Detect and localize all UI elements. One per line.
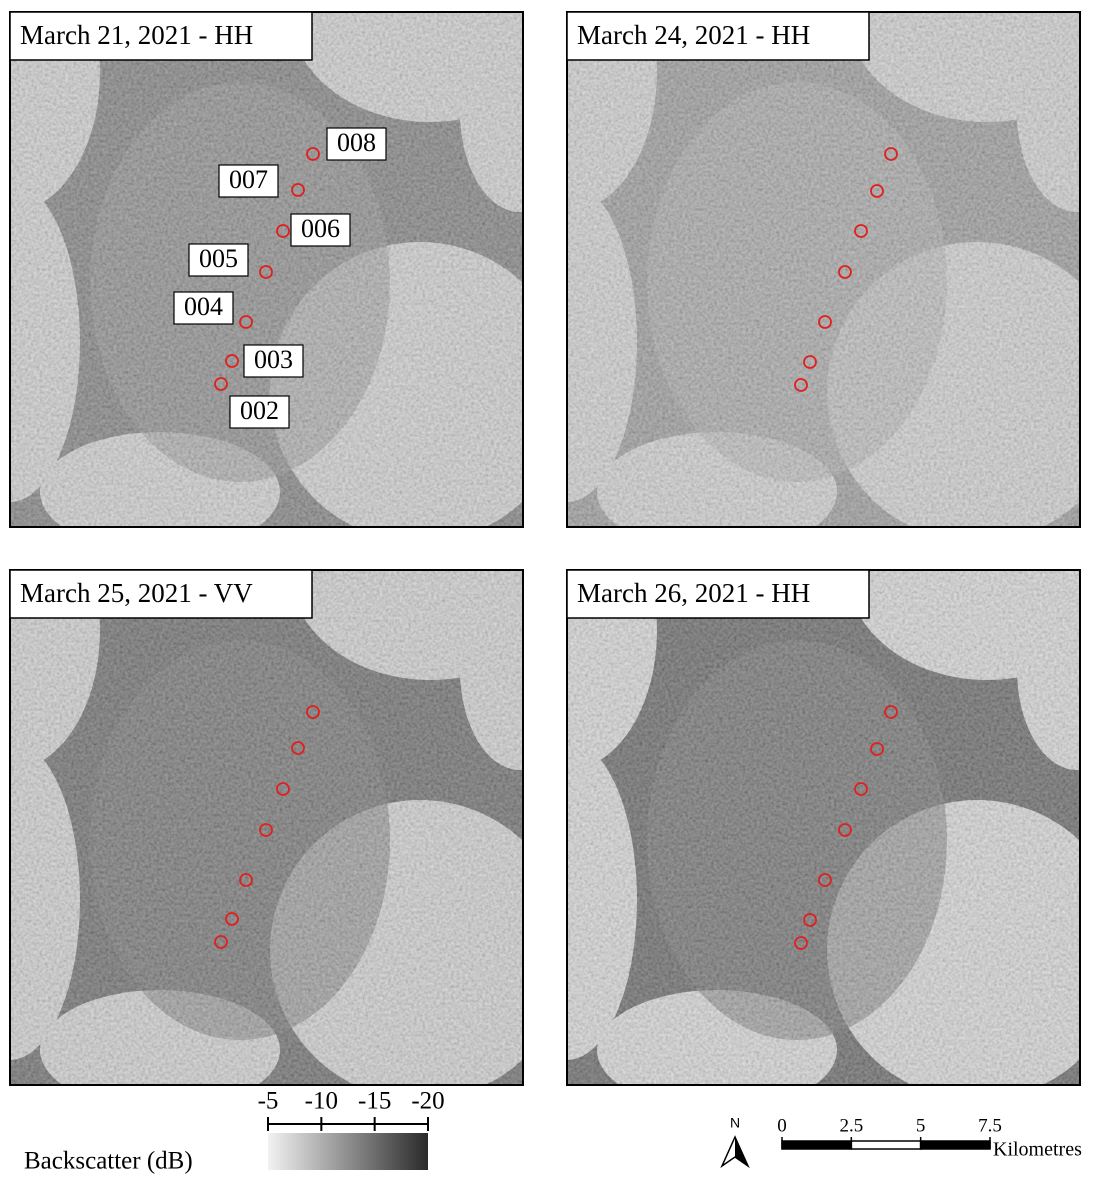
speckle [567,570,1080,1085]
site-label: 005 [199,244,238,273]
site-marker [870,184,884,198]
site-marker [276,224,290,238]
site-marker [818,873,832,887]
site-marker [838,823,852,837]
site-marker [854,224,868,238]
color-bar-tick-label: -10 [305,1088,338,1115]
title-box [566,569,870,619]
north-label: N [730,1115,740,1131]
scale-segment [781,1140,853,1150]
site-marker [291,183,305,197]
site-label-box [229,395,290,429]
title-box [566,11,870,61]
site-marker [838,265,852,279]
scale-and-north: N Kilometres 0 2.5 5 7.5 [720,1115,1082,1169]
title-box [9,569,313,619]
legend-label: Backscatter (dB) [24,1148,193,1175]
color-bar-tick-label: -20 [411,1088,444,1115]
panel-title: March 26, 2021 - HH [577,578,810,608]
site-marker [214,377,228,391]
site-label: 008 [337,128,376,157]
map-panel: March 24, 2021 - HH [566,11,1081,528]
scale-tick-label: 2.5 [839,1115,863,1136]
color-bar-tick-label: -15 [358,1088,391,1115]
scale-tick-label: 5 [916,1115,926,1136]
panel-title: March 21, 2021 - HH [20,20,253,50]
map-panel: March 21, 2021 - HH [9,11,524,528]
scale-segment [919,1140,991,1150]
sar-image [567,570,1080,1085]
site-marker [276,782,290,796]
site-marker [259,265,273,279]
site-label-box [290,213,351,247]
site-marker [870,742,884,756]
scale-unit: Kilometres [993,1139,1082,1161]
scale-tick-label: 0 [777,1115,787,1136]
site-label: 007 [229,165,268,194]
map-panel: March 26, 2021 - HH [566,569,1081,1086]
sar-image [10,12,523,527]
panel-title: March 25, 2021 - VV [20,578,253,608]
panels: March 21, 2021 - HH March 24, 2021 - HH Ma… [9,11,1081,1086]
site-marker [884,705,898,719]
site-marker [306,705,320,719]
panel-title: March 24, 2021 - HH [577,20,810,50]
color-bar-tick-label: -5 [258,1088,279,1115]
north-arrow-half [735,1137,748,1166]
site-marker [803,913,817,927]
site-marker [225,354,239,368]
site-marker [239,315,253,329]
site-label-box [218,164,279,198]
speckle [10,570,523,1085]
site-marker [854,782,868,796]
site-label-box [173,291,234,325]
site-label: 003 [254,345,293,374]
color-bar [268,1133,428,1170]
site-label-box [326,127,387,161]
site-label: 006 [301,214,340,243]
title-box [9,11,313,61]
site-marker [794,936,808,950]
site-label-box [188,243,249,277]
site-label: 004 [184,292,223,321]
legend: Backscatter (dB) -5 -10 -15 -20 [24,1088,445,1175]
scale-segment [850,1140,922,1150]
site-marker [884,147,898,161]
speckle [567,12,1080,527]
speckle [10,12,523,527]
sar-image [567,12,1080,527]
site-label: 002 [240,396,279,425]
site-marker [818,315,832,329]
site-marker [794,378,808,392]
map-panel: March 25, 2021 - VV [9,569,524,1086]
site-marker [214,935,228,949]
site-marker [259,823,273,837]
site-marker [306,147,320,161]
site-marker [225,912,239,926]
scale-tick-label: 7.5 [978,1115,1002,1136]
site-marker [803,355,817,369]
sar-image [10,570,523,1085]
site-marker [239,873,253,887]
site-marker [291,741,305,755]
site-label-box [243,344,304,378]
